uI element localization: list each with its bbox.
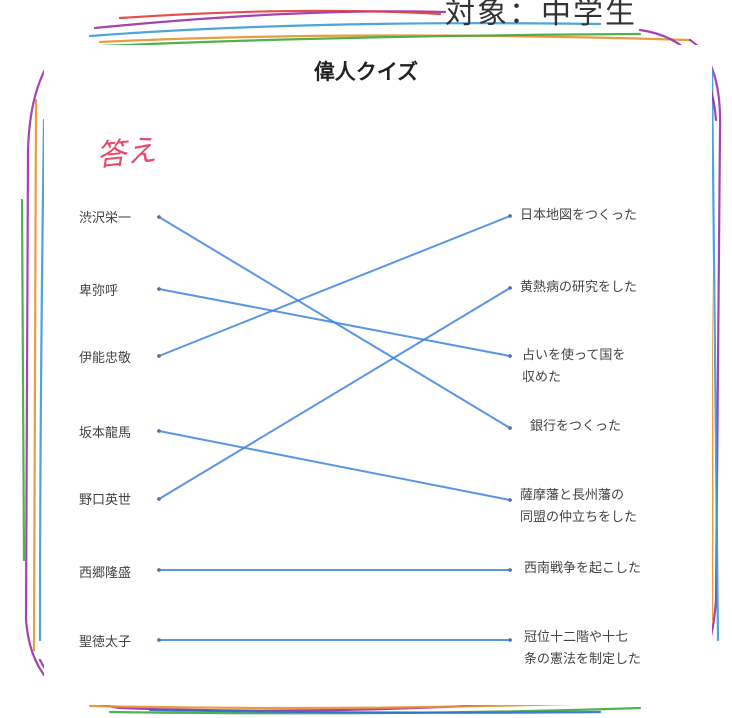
achievement-label: 占いを使って国を 収めた bbox=[522, 348, 626, 385]
match-line bbox=[158, 215, 511, 357]
match-line bbox=[158, 430, 511, 501]
crayon-stroke bbox=[38, 118, 46, 642]
person-label: 卑弥呼 bbox=[79, 284, 119, 299]
crayon-stroke bbox=[88, 22, 602, 38]
achievement-label: 薩摩藩と長州藩の 同盟の仲立ちをした bbox=[520, 488, 638, 525]
crayon-stroke bbox=[118, 9, 442, 20]
crayon-stroke bbox=[98, 34, 692, 44]
person-label: 坂本龍馬 bbox=[79, 426, 132, 441]
crayon-stroke bbox=[32, 98, 38, 652]
person-label: 野口英世 bbox=[79, 493, 132, 508]
crayon-stroke bbox=[710, 68, 720, 642]
match-line bbox=[158, 287, 511, 500]
achievement-label: 日本地図をつくった bbox=[520, 208, 638, 223]
achievement-label: 黄熱病の研究をした bbox=[520, 280, 638, 295]
person-label: 聖徳太子 bbox=[79, 635, 132, 650]
person-label: 西郷隆盛 bbox=[79, 566, 132, 581]
achievement-label: 西南戦争を起こした bbox=[524, 561, 642, 576]
crayon-stroke bbox=[20, 198, 26, 562]
achievement-label: 銀行をつくった bbox=[530, 419, 622, 434]
quiz-title: 偉人クイズ bbox=[313, 60, 419, 84]
target-audience-heading: 対象：中学生 bbox=[445, 0, 637, 31]
match-line bbox=[158, 288, 511, 357]
achievement-label: 冠位十二階や十七 条の憲法を制定した bbox=[524, 630, 642, 667]
person-label: 渋沢栄一 bbox=[79, 211, 132, 226]
crayon-stroke bbox=[58, 32, 642, 50]
quiz-sheet bbox=[44, 45, 712, 705]
person-label: 伊能忠敬 bbox=[79, 351, 132, 366]
crayon-stroke bbox=[148, 708, 602, 714]
